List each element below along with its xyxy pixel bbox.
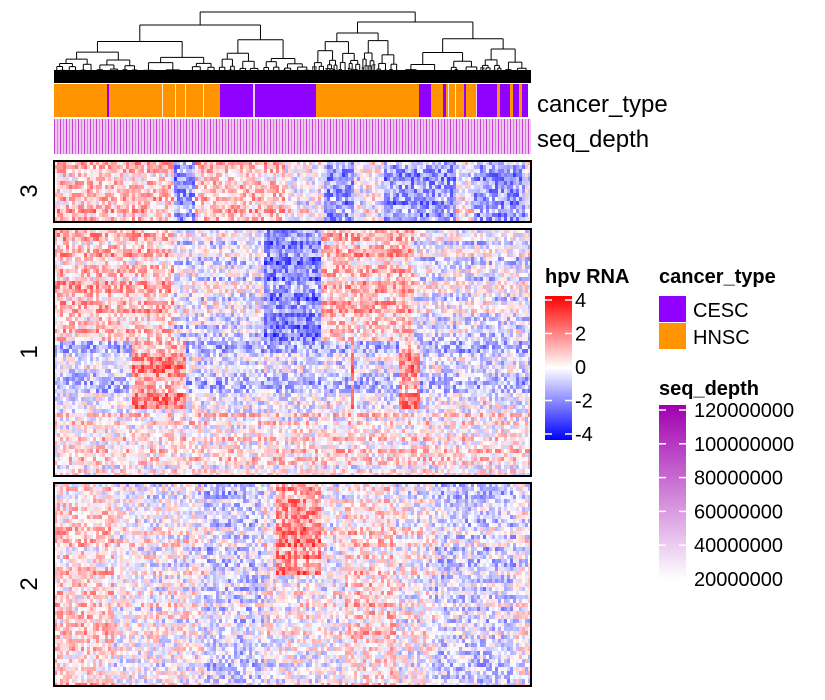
cancer-type-block-cesc <box>464 84 466 117</box>
hpv-rna-tick-label: -4 <box>575 424 593 446</box>
cancer-type-block-hnsc <box>510 84 513 117</box>
seq-depth-tick-label: 60000000 <box>694 501 783 523</box>
cancer-type-block-cesc <box>252 84 316 117</box>
row-cluster-label-2: 2 <box>16 577 43 590</box>
heatmap-body <box>53 160 532 687</box>
hnsc-legend-label: HNSC <box>693 327 750 349</box>
hpv-rna-tick-label: -2 <box>575 391 593 413</box>
seq-depth-tick-label: 120000000 <box>694 400 794 422</box>
cancer-type-block-cesc <box>476 84 497 117</box>
cancer-type-block-hnsc <box>466 84 476 117</box>
cancer-type-block-hnsc <box>497 84 500 117</box>
hpv-rna-legend: hpv RNA 4 2 0 -2 -4 <box>545 266 629 446</box>
cancer-type-block-cesc <box>522 84 528 117</box>
seq-depth-tick-label: 100000000 <box>694 434 794 456</box>
seq-depth-colorbar <box>659 405 686 580</box>
cancer-type-block-cesc <box>107 84 109 117</box>
cancer-type-track-label: cancer_type <box>537 91 668 118</box>
cancer-type-block-cesc <box>220 84 252 117</box>
cancer-type-block-hnsc <box>431 84 443 117</box>
cancer-type-block-hnsc <box>519 84 522 117</box>
cancer-type-block-cesc <box>419 84 431 117</box>
hpv-rna-legend-title: hpv RNA <box>545 266 629 288</box>
cancer-type-block-hnsc <box>54 84 107 117</box>
row-cluster-label-3: 3 <box>16 184 43 197</box>
seq-depth-legend: seq_depth 120000000 100000000 80000000 6000… <box>659 378 794 591</box>
seq-depth-tick-label: 80000000 <box>694 468 783 490</box>
hpv-rna-tick-label: 4 <box>575 290 586 312</box>
cancer-type-block-cesc <box>513 84 519 117</box>
heatmap-slice-1 <box>53 228 532 477</box>
hpv-rna-colorbar <box>545 296 572 440</box>
cancer-type-block-hnsc <box>109 84 220 117</box>
seq-depth-tick-label: 20000000 <box>694 569 783 591</box>
hnsc-legend-swatch <box>659 323 686 349</box>
cancer-type-block-cesc <box>443 84 446 117</box>
heatmap-slice-2 <box>53 482 532 687</box>
hpv-rna-tick-label: 0 <box>575 357 586 379</box>
seq-depth-annotation-track <box>54 119 531 154</box>
cancer-type-annotation-track <box>54 84 528 117</box>
seq-depth-tick-label: 40000000 <box>694 535 783 557</box>
cancer-type-block-cesc <box>500 84 510 117</box>
cancer-type-legend: cancer_type CESC HNSC <box>659 266 776 349</box>
cancer-type-legend-title: cancer_type <box>659 266 776 288</box>
cesc-legend-swatch <box>659 296 686 322</box>
seq-depth-legend-title: seq_depth <box>659 378 759 400</box>
heatmap-slice-3 <box>53 160 532 223</box>
row-cluster-label-1: 1 <box>16 345 43 358</box>
seq-depth-track-label: seq_depth <box>537 126 649 153</box>
cancer-type-block-hnsc <box>316 84 419 117</box>
hpv-rna-tick-label: 2 <box>575 324 586 346</box>
column-dendrogram <box>54 11 531 83</box>
cesc-legend-label: CESC <box>693 300 749 322</box>
